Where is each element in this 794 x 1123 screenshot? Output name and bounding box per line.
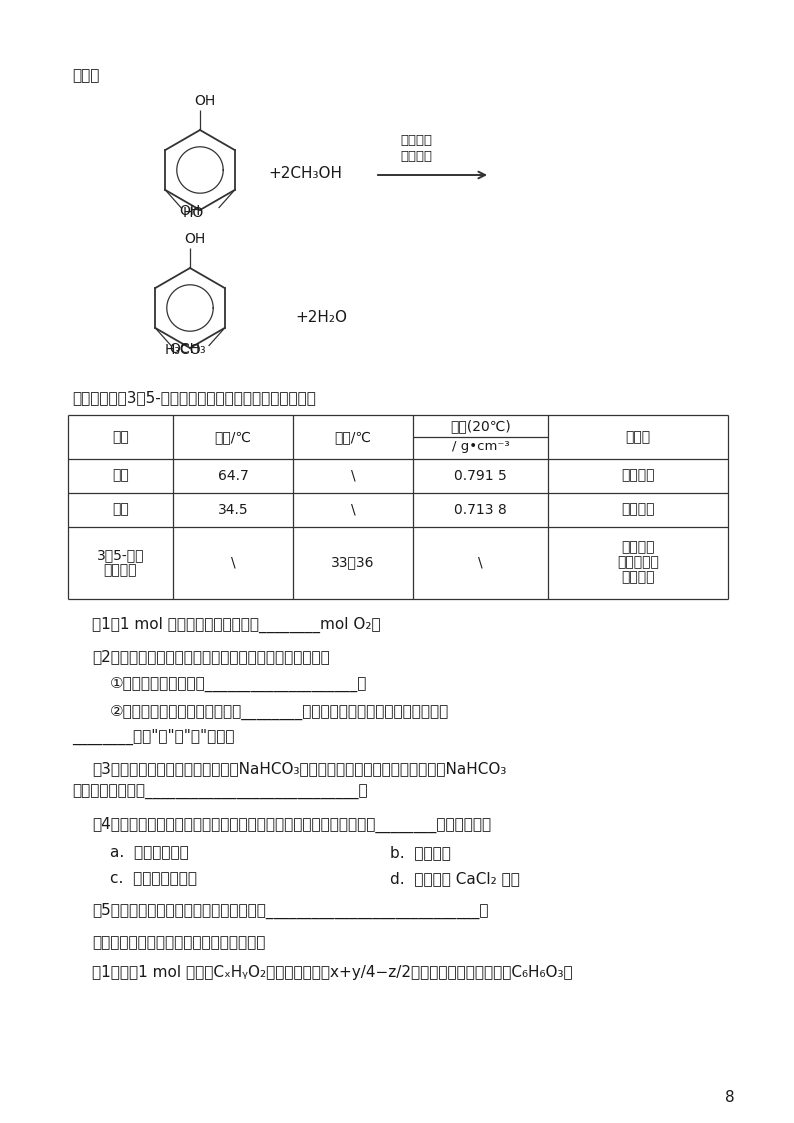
Text: 乙醚: 乙醚	[112, 502, 129, 517]
Text: 64.7: 64.7	[218, 468, 249, 483]
Text: \: \	[478, 556, 483, 569]
Text: +2CH₃OH: +2CH₃OH	[268, 166, 342, 182]
Text: c.  过滤除去干燥剂: c. 过滤除去干燥剂	[110, 871, 197, 886]
Text: （4）洗涤完成后，通过以下操作分离、提纯产物，正确的操作顺序是________（填字母）。: （4）洗涤完成后，通过以下操作分离、提纯产物，正确的操作顺序是________（…	[92, 818, 491, 833]
Text: 33～36: 33～36	[331, 556, 375, 569]
Text: 沸点/℃: 沸点/℃	[214, 430, 252, 444]
Text: ________（填"上"或"下"）层。: ________（填"上"或"下"）层。	[72, 729, 234, 746]
Text: ①分离出甲醇的操作是____________________。: ①分离出甲醇的操作是____________________。	[110, 677, 368, 692]
Text: 溶解性: 溶解性	[626, 430, 650, 444]
Text: 3，5-二甲: 3，5-二甲	[97, 548, 145, 562]
Text: （1）因为1 mol 有机物CₓHᵧO₂燃烧的耗氧量为x+y/4−z/2，间苯三酚的分子式为：C₆H₆O₃，: （1）因为1 mol 有机物CₓHᵧO₂燃烧的耗氧量为x+y/4−z/2，间苯三…	[92, 965, 572, 980]
Text: OCH₃: OCH₃	[169, 343, 206, 356]
Text: OH: OH	[184, 232, 206, 246]
Text: （1）1 mol 间苯三酚完全燃烧需要________mol O₂。: （1）1 mol 间苯三酚完全燃烧需要________mol O₂。	[92, 617, 380, 633]
Text: OH: OH	[179, 204, 201, 218]
Text: 甲醇: 甲醇	[112, 468, 129, 483]
Text: 微溶于水: 微溶于水	[621, 502, 655, 517]
Text: 氧化氢的: 氧化氢的	[400, 134, 432, 147]
Text: （5）反应可能出现的副产物的结构简式为____________________________。: （5）反应可能出现的副产物的结构简式为_____________________…	[92, 903, 488, 920]
Text: 解析：本题考查物质的制备、分离和提纯。: 解析：本题考查物质的制备、分离和提纯。	[92, 935, 265, 950]
Text: OH: OH	[194, 94, 215, 108]
Text: \: \	[231, 556, 235, 569]
Text: 密度(20℃): 密度(20℃)	[450, 419, 511, 433]
Text: 0.791 5: 0.791 5	[454, 468, 507, 483]
Text: 甲醇溶液: 甲醇溶液	[400, 150, 432, 163]
Text: 醇、乙醚，: 醇、乙醚，	[617, 556, 659, 569]
Text: 8: 8	[725, 1090, 734, 1105]
Text: 易溶于甲: 易溶于甲	[621, 540, 655, 555]
Text: 易溶于水: 易溶于水	[621, 468, 655, 483]
Text: 0.713 8: 0.713 8	[454, 502, 507, 517]
Text: （2）反应结束后，先分离出甲醇，再加入乙醚进行萃取。: （2）反应结束后，先分离出甲醇，再加入乙醚进行萃取。	[92, 649, 330, 664]
Text: / g•cm⁻³: / g•cm⁻³	[452, 440, 509, 453]
Text: HO: HO	[183, 206, 204, 220]
Text: d.  加入无水 CaCl₂ 干燥: d. 加入无水 CaCl₂ 干燥	[390, 871, 520, 886]
Text: a.  蒸馏除去乙醚: a. 蒸馏除去乙醚	[110, 844, 189, 860]
Text: 甲醇、乙醚和3，5-二甲氧基苯酚的部分物理性质见下表：: 甲醇、乙醚和3，5-二甲氧基苯酚的部分物理性质见下表：	[72, 390, 316, 405]
Text: 34.5: 34.5	[218, 502, 249, 517]
Text: ②萃取用到的分液漏斗使用前需________并洗净，分液时有机层在分液漏斗的: ②萃取用到的分液漏斗使用前需________并洗净，分液时有机层在分液漏斗的	[110, 705, 449, 720]
Text: H₃CO: H₃CO	[164, 343, 201, 357]
Text: \: \	[351, 468, 355, 483]
Text: 微溶于水: 微溶于水	[621, 570, 655, 584]
Text: \: \	[351, 502, 355, 517]
Text: 溶液洗涤的目的是____________________________：: 溶液洗涤的目的是____________________________：	[72, 785, 368, 800]
Text: b.  冷却结晶: b. 冷却结晶	[390, 844, 451, 860]
Text: 氧基苯酚: 氧基苯酚	[104, 563, 137, 577]
Text: 如下：: 如下：	[72, 69, 99, 83]
Text: +2H₂O: +2H₂O	[295, 310, 347, 325]
Text: 熔点/℃: 熔点/℃	[334, 430, 372, 444]
Text: 物质: 物质	[112, 430, 129, 444]
Text: （3）分离得到的有机层依次用饱和NaHCO₃溶液、少量蒸馏水进行洗涤。用饱和NaHCO₃: （3）分离得到的有机层依次用饱和NaHCO₃溶液、少量蒸馏水进行洗涤。用饱和Na…	[92, 761, 507, 776]
